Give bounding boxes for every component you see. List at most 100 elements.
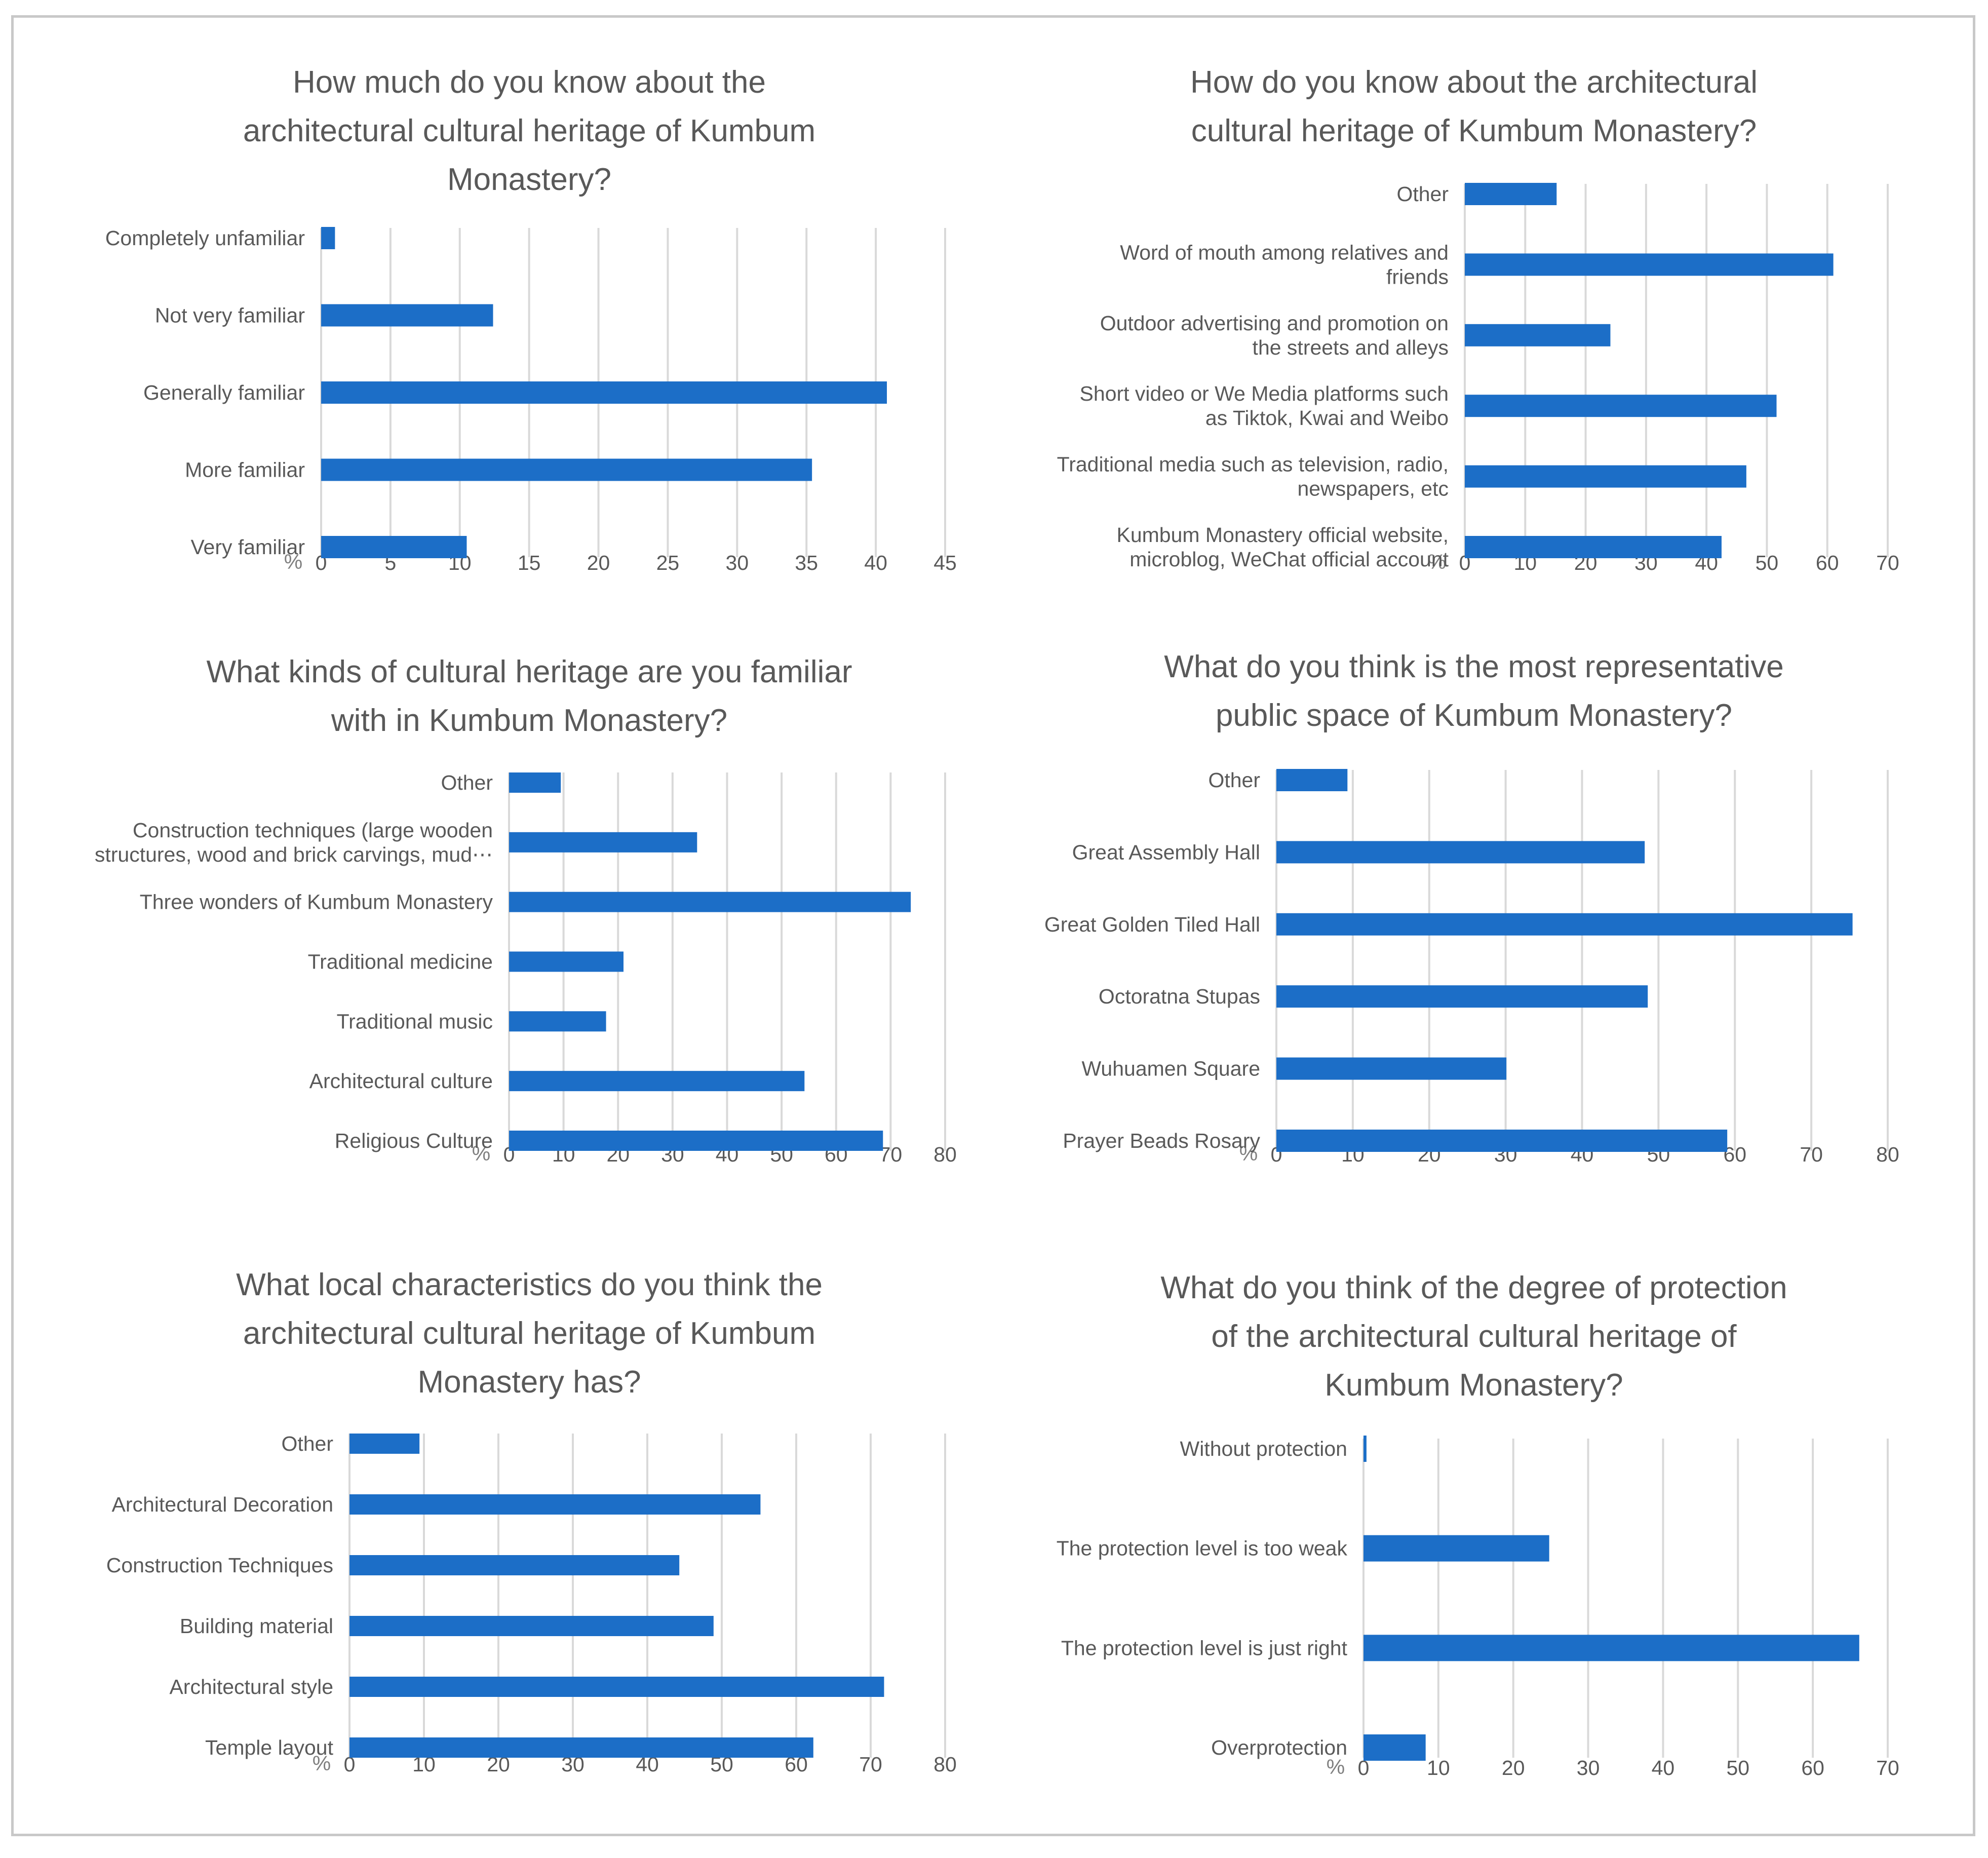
category-label: Temple layout [205,1736,334,1759]
tick-label: 20 [587,551,610,574]
category-label: Very familiar [190,535,305,559]
unit-label: % [284,550,302,573]
chart-title: Monastery? [447,162,611,197]
tick-label: 15 [518,551,541,574]
tick-label: 70 [1876,1756,1899,1779]
category-label: More familiar [185,458,305,482]
bar [1465,183,1557,205]
category-label: friends [1386,265,1449,288]
bar [509,1071,805,1092]
bar [349,1616,714,1636]
unit-label: % [1428,550,1446,573]
bar [1465,395,1777,417]
chart-title: What do you think is the most representa… [1164,649,1783,684]
category-label: Kumbum Monastery official website, [1116,523,1449,547]
chart-public-space: What do you think is the most representa… [1044,649,1899,1166]
bar [1465,253,1834,276]
category-label: structures, wood and brick carvings, mud… [95,843,493,866]
tick-label: 50 [1756,551,1779,574]
unit-label: % [472,1142,490,1165]
unit-label: % [1239,1142,1258,1165]
category-label: newspapers, etc [1297,477,1449,500]
chart-title: architectural cultural heritage of Kumbu… [243,1316,815,1351]
category-label: as Tiktok, Kwai and Weibo [1205,406,1449,430]
category-label: Not very familiar [155,304,305,327]
category-label: Architectural culture [309,1069,493,1093]
tick-label: 35 [795,551,818,574]
bar [1276,769,1348,791]
bar [321,536,467,558]
category-label: Traditional medicine [308,950,493,974]
category-label: Three wonders of Kumbum Monastery [140,891,493,914]
bar [1363,1535,1549,1562]
tick-label: 30 [1577,1756,1600,1779]
tick-label: 50 [1726,1756,1749,1779]
tick-label: 60 [1816,551,1839,574]
chart-title: What do you think of the degree of prote… [1160,1270,1787,1305]
category-label: the streets and alleys [1253,336,1449,359]
unit-label: % [1327,1755,1345,1778]
bar [321,381,887,404]
chart-title: Monastery has? [417,1365,641,1400]
tick-label: 80 [1876,1143,1899,1166]
chart-title: cultural heritage of Kumbum Monastery? [1191,113,1757,148]
bar [1276,841,1645,864]
category-label: Religious Culture [335,1129,493,1152]
chart-title: public space of Kumbum Monastery? [1216,698,1732,733]
category-label: Overprotection [1211,1736,1347,1759]
bar [321,227,335,249]
bar [1276,913,1853,936]
tick-label: 20 [1502,1756,1525,1779]
category-label: Great Golden Tiled Hall [1044,913,1260,936]
category-label: Other [281,1432,333,1455]
tick-label: 40 [1652,1756,1675,1779]
category-label: Construction Techniques [106,1554,333,1577]
tick-label: 10 [1427,1756,1450,1779]
category-label: Other [1208,768,1260,792]
category-label: Construction techniques (large wooden [133,819,493,842]
bar [349,1434,420,1454]
chart-title: What local characteristics do you think … [236,1267,823,1302]
bar [509,832,697,853]
category-label: Prayer Beads Rosary [1063,1129,1260,1152]
tick-label: 45 [933,551,957,574]
chart-familiarity: How much do you know about the architectu… [105,65,957,574]
bar [509,1131,883,1151]
tick-label: 0 [344,1753,356,1776]
tick-label: 25 [656,551,680,574]
category-label: Traditional media such as television, ra… [1057,453,1449,476]
tick-label: 70 [859,1753,882,1776]
category-label: Generally familiar [143,381,305,404]
bar [349,1677,884,1697]
chart-title: architectural cultural heritage of Kumbu… [243,113,815,148]
tick-label: 40 [864,551,887,574]
tick-label: 80 [933,1143,957,1166]
category-label: Outdoor advertising and promotion on [1100,312,1449,335]
bar [321,304,493,327]
category-label: Wuhuamen Square [1081,1057,1260,1080]
chart-title: Kumbum Monastery? [1324,1368,1623,1403]
category-label: The protection level is just right [1061,1636,1348,1659]
bar [1465,324,1611,346]
bar [349,1494,761,1515]
category-label: Other [441,771,493,794]
chart-sources: How do you know about the architectural c… [1057,65,1899,574]
tick-label: 70 [1800,1143,1823,1166]
category-label: Great Assembly Hall [1072,840,1260,864]
bar [1276,985,1648,1008]
bar [1363,1436,1367,1462]
category-label: Architectural Decoration [111,1493,333,1516]
category-label: Short video or We Media platforms such [1080,382,1449,405]
category-label: Completely unfamiliar [105,226,305,250]
category-label: microblog, WeChat official account [1129,548,1449,571]
bar [1276,1057,1507,1080]
bar [1363,1635,1859,1661]
chart-title: What kinds of cultural heritage are you … [206,654,852,689]
chart-title: with in Kumbum Monastery? [331,703,727,738]
category-label: Architectural style [169,1675,333,1698]
bar [1363,1734,1426,1761]
chart-title: of the architectural cultural heritage o… [1211,1319,1737,1354]
tick-label: 80 [933,1753,957,1776]
chart-heritage-kinds: What kinds of cultural heritage are you … [95,654,957,1166]
